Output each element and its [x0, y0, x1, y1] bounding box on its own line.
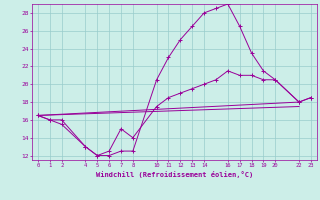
X-axis label: Windchill (Refroidissement éolien,°C): Windchill (Refroidissement éolien,°C) — [96, 171, 253, 178]
